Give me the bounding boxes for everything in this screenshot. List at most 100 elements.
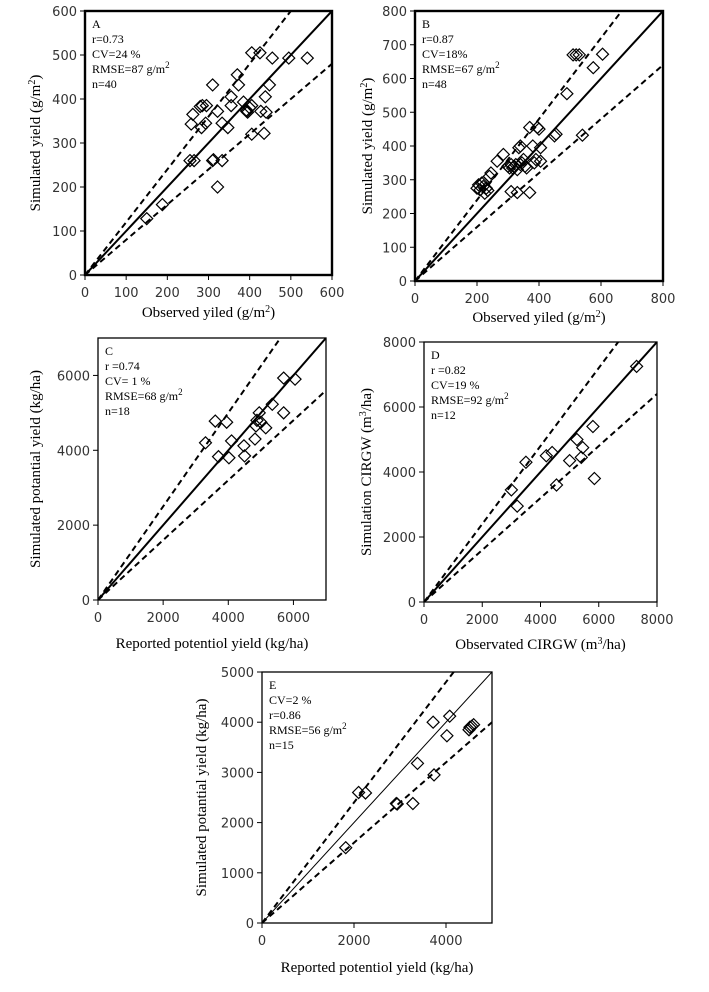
stat-line: CV=19 %: [431, 378, 479, 392]
data-point: [574, 450, 589, 465]
data-point: [258, 89, 273, 104]
data-point: [504, 483, 519, 497]
x-tick-label: 500: [278, 286, 303, 301]
data-point: [510, 499, 525, 513]
data-point: [510, 185, 525, 200]
stat-line: r =0.82: [431, 363, 466, 377]
data-point: [442, 709, 457, 724]
x-tick-label: 200: [465, 292, 490, 307]
y-tick-label: 0: [69, 269, 77, 284]
stat-superscript: 2: [504, 391, 509, 401]
line-lower: [262, 721, 492, 923]
data-point: [572, 48, 587, 62]
panel-label: A: [92, 17, 101, 31]
data-point: [250, 413, 264, 428]
data-point: [205, 78, 220, 92]
stat-text: RMSE=68 g/m: [105, 389, 179, 403]
label-text: Simulation CIRGW (m: [359, 416, 375, 556]
stat-line: CV=24 %: [92, 47, 140, 61]
data-point: [496, 147, 511, 162]
data-point: [186, 107, 200, 122]
data-point: [265, 51, 280, 65]
y-tick-label: 5000: [221, 666, 254, 681]
line-upper: [262, 672, 455, 923]
label-superscript: 3: [597, 636, 602, 647]
data-point: [258, 420, 273, 435]
data-point: [586, 419, 600, 434]
data-point: [184, 117, 199, 131]
data-point: [237, 438, 251, 453]
x-tick-label: 4000: [212, 611, 245, 626]
stat-superscript: 2: [495, 60, 500, 70]
data-point: [198, 435, 213, 450]
label-superscript: 2: [359, 83, 370, 88]
line-upper: [98, 338, 282, 600]
stat-line: CV=18%: [422, 47, 467, 61]
data-point: [525, 139, 540, 153]
label-text-end: ): [360, 78, 376, 83]
label-text: Observated CIRGW (m: [455, 637, 598, 653]
panel-label: C: [105, 344, 113, 358]
label-text-end: /ha): [359, 388, 375, 411]
data-point: [390, 797, 405, 811]
data-point: [513, 139, 528, 153]
y-axis-title: Simulated potantial yield (kg/ha): [28, 370, 44, 568]
data-point: [522, 185, 537, 200]
data-points: [504, 359, 644, 513]
data-point: [406, 796, 420, 811]
data-point: [224, 89, 238, 104]
stat-line: CV= 1 %: [105, 374, 150, 388]
y-tick-label: 0: [408, 596, 416, 611]
data-point: [358, 786, 373, 800]
data-point: [257, 126, 271, 141]
line-lower: [85, 63, 332, 275]
data-point: [199, 98, 214, 113]
data-point: [426, 715, 440, 730]
stat-line: r=0.87: [422, 32, 454, 46]
data-points: [338, 709, 481, 855]
y-tick-label: 0: [246, 917, 254, 932]
data-point: [210, 104, 225, 119]
data-point: [440, 728, 454, 743]
x-tick-label: 2000: [337, 934, 370, 949]
stat-line: RMSE=92 g/m2: [431, 391, 509, 407]
y-tick-label: 8000: [383, 336, 416, 351]
stat-line: r =0.74: [105, 359, 140, 373]
y-axis-title: Simulated yield (g/m2): [27, 75, 44, 212]
label-text-end: ): [270, 305, 275, 321]
y-tick-label: 6000: [57, 369, 90, 384]
data-point: [530, 120, 545, 135]
y-tick-label: 500: [52, 49, 77, 64]
y-tick-label: 4000: [57, 444, 90, 459]
x-tick-label: 800: [651, 292, 676, 307]
label-text-end: ): [28, 75, 44, 80]
line-lower: [415, 64, 663, 281]
stat-line: RMSE=56 g/m2: [269, 721, 347, 737]
data-point: [187, 153, 201, 168]
plot-frame: [97, 337, 327, 601]
panel-a: 0 100 200 300 400 500 600 0 100 200 300 400 500 600 Ar…: [27, 5, 344, 321]
data-point: [276, 406, 291, 420]
data-point: [549, 127, 563, 142]
y-tick-label: 2000: [57, 519, 90, 534]
stat-superscript: 2: [165, 60, 170, 70]
x-axis-title: Reported potentiol yield (kg/ha): [281, 960, 474, 976]
x-tick-label: 0: [420, 613, 428, 628]
data-points: [470, 47, 610, 201]
data-point: [288, 372, 302, 387]
panel-label: B: [422, 17, 430, 31]
y-tick-label: 400: [382, 140, 407, 155]
data-point: [575, 128, 590, 143]
data-point: [253, 45, 267, 60]
label-text: Reported potentiol yield (kg/ha): [281, 960, 474, 976]
data-point: [265, 397, 280, 412]
x-tick-label: 400: [527, 292, 552, 307]
y-axis-title: Simulated yield (g/m2): [359, 78, 376, 215]
line-1-to-1: [98, 338, 326, 600]
data-point: [549, 478, 564, 492]
data-point: [276, 371, 291, 385]
line-lower: [98, 389, 326, 600]
x-tick-label: 6000: [582, 613, 615, 628]
